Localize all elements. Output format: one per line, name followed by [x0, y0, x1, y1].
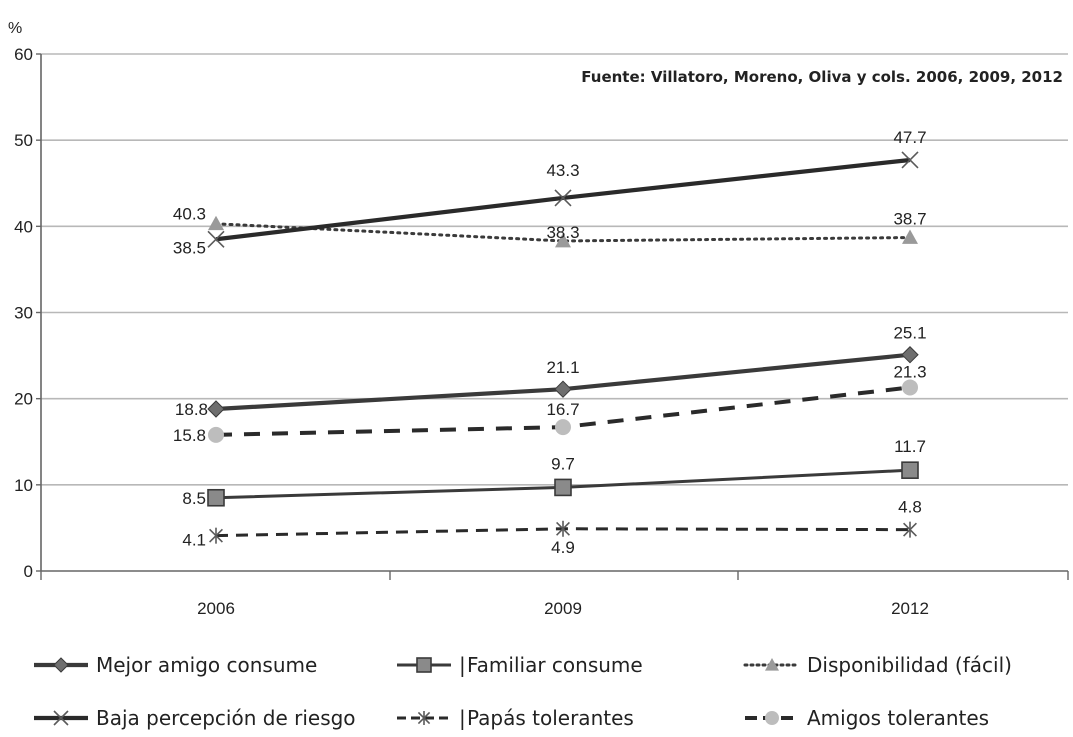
circle-marker — [208, 426, 224, 443]
data-label: 47.7 — [893, 128, 926, 147]
series — [207, 461, 919, 507]
legend-label: Baja percepción de riesgo — [96, 706, 356, 730]
square-marker — [554, 478, 572, 497]
data-label: 43.3 — [546, 161, 579, 180]
data-label: 38.3 — [546, 223, 579, 242]
series — [207, 346, 919, 418]
series — [208, 215, 918, 248]
circle-marker — [555, 419, 571, 436]
legend-separator: | — [459, 653, 466, 677]
diamond-marker — [53, 657, 69, 673]
triangle-marker — [765, 658, 779, 671]
x-marker-stroke — [207, 230, 225, 248]
legend-label: Disponibilidad (fácil) — [807, 653, 1012, 677]
series — [209, 520, 917, 544]
y-tick-label: 10 — [14, 476, 33, 495]
square-marker — [901, 461, 919, 479]
data-label: 8.5 — [182, 489, 206, 508]
data-labels: 18.8 21.1 25.1 8.5 9.7 11.7 40.3 38.3 38.7 38.5 43… — [173, 128, 927, 557]
data-label: 38.5 — [173, 238, 206, 257]
y-tick-label: 40 — [14, 217, 33, 236]
triangle-marker — [208, 215, 224, 231]
legend-label: Amigos tolerantes — [807, 706, 989, 730]
legend-item: Mejor amigo consume — [34, 653, 317, 677]
series-group — [207, 151, 919, 544]
legend-label: Familiar consume — [467, 653, 643, 677]
legend-item: Disponibilidad (fácil) — [743, 653, 1012, 677]
data-label: 21.3 — [893, 362, 926, 381]
legend-item: Baja percepción de riesgo — [34, 706, 356, 730]
x-tick-label: 2006 — [197, 599, 235, 618]
legend-label: Papás tolerantes — [467, 706, 634, 730]
legend: Mejor amigo consume | Familiar consume Disp… — [34, 653, 1012, 730]
data-label: 16.7 — [546, 400, 579, 419]
triangle-marker — [555, 232, 571, 248]
data-label: 38.7 — [893, 210, 926, 229]
source-note: Fuente: Villatoro, Moreno, Oliva y cols.… — [581, 68, 1063, 86]
y-tick-label: 60 — [14, 45, 33, 64]
square-marker — [416, 657, 432, 673]
series — [207, 151, 919, 248]
data-label: 4.9 — [551, 538, 575, 557]
x-tick-label: 2009 — [544, 599, 582, 618]
data-label: 4.8 — [898, 498, 922, 517]
diamond-marker — [901, 346, 919, 364]
grid — [41, 53, 1068, 486]
series — [208, 379, 918, 443]
data-label: 40.3 — [173, 205, 206, 224]
y-unit-label: % — [8, 20, 22, 37]
legend-item: Amigos tolerantes — [745, 706, 989, 730]
axes: 0 10 20 30 40 50 60 2006 2009 2012 — [14, 45, 1069, 618]
circle-marker — [902, 379, 918, 396]
data-label: 21.1 — [546, 358, 579, 377]
x-marker-stroke — [53, 710, 69, 726]
data-label: 25.1 — [893, 324, 926, 343]
data-label: 4.1 — [182, 531, 206, 550]
y-tick-label: 30 — [14, 304, 33, 323]
legend-label: Mejor amigo consume — [96, 653, 317, 677]
y-tick-label: 20 — [14, 390, 33, 409]
legend-item: | Familiar consume — [397, 653, 643, 677]
data-label: 18.8 — [175, 400, 208, 419]
x-tick-label: 2012 — [891, 599, 929, 618]
data-label: 15.8 — [173, 426, 206, 445]
data-label: 11.7 — [894, 437, 926, 456]
x-marker-stroke — [554, 189, 572, 207]
square-marker — [207, 488, 225, 507]
y-tick-label: 0 — [24, 562, 33, 581]
legend-separator: | — [459, 706, 466, 730]
x-marker-stroke — [901, 151, 919, 169]
data-label: 9.7 — [551, 454, 575, 473]
y-tick-label: 50 — [14, 131, 33, 150]
diamond-marker — [207, 400, 225, 418]
circle-marker — [765, 711, 779, 725]
triangle-marker — [902, 229, 918, 244]
diamond-marker — [554, 380, 572, 398]
legend-item: | Papás tolerantes — [397, 706, 634, 730]
